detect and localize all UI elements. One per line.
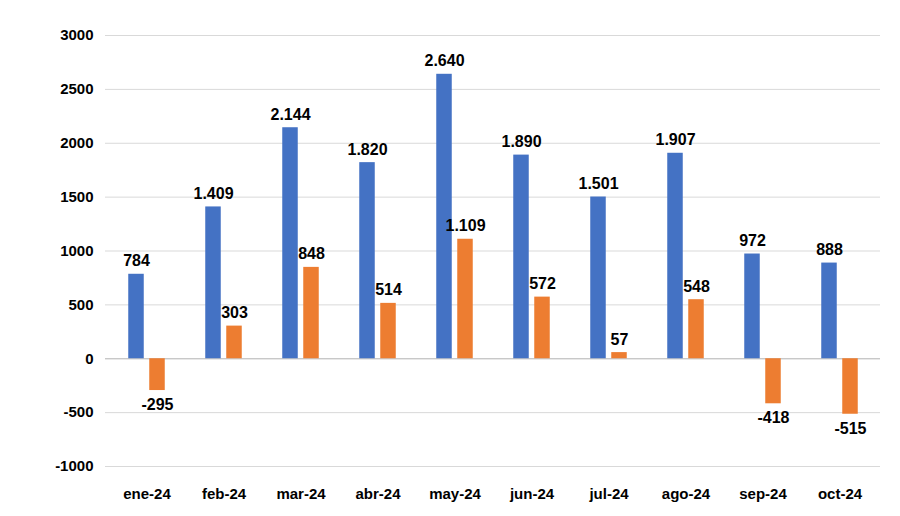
svg-text:1.890: 1.890: [501, 133, 541, 150]
svg-text:jun-24: jun-24: [509, 485, 555, 502]
svg-text:784: 784: [123, 252, 150, 269]
svg-text:-1000: -1000: [55, 457, 93, 474]
svg-text:mar-24: mar-24: [276, 485, 326, 502]
svg-text:1000: 1000: [60, 242, 93, 259]
svg-text:sep-24: sep-24: [739, 485, 787, 502]
svg-text:2000: 2000: [60, 134, 93, 151]
svg-text:1.409: 1.409: [193, 185, 233, 202]
svg-text:3000: 3000: [60, 26, 93, 43]
svg-text:ago-24: ago-24: [662, 485, 711, 502]
svg-text:972: 972: [739, 232, 766, 249]
svg-text:2500: 2500: [60, 80, 93, 97]
svg-text:-515: -515: [834, 420, 866, 437]
svg-text:-295: -295: [141, 396, 173, 413]
svg-text:514: 514: [375, 281, 402, 298]
svg-text:1.501: 1.501: [578, 175, 618, 192]
svg-text:572: 572: [529, 275, 556, 292]
svg-text:oct-24: oct-24: [818, 485, 863, 502]
svg-text:888: 888: [816, 241, 843, 258]
svg-text:57: 57: [611, 331, 629, 348]
svg-text:ene-24: ene-24: [123, 485, 171, 502]
svg-text:2.640: 2.640: [424, 52, 464, 69]
svg-text:1.907: 1.907: [655, 131, 695, 148]
svg-text:548: 548: [683, 278, 710, 295]
svg-text:may-24: may-24: [429, 485, 481, 502]
svg-text:500: 500: [68, 296, 93, 313]
svg-text:1.109: 1.109: [445, 217, 485, 234]
svg-text:1500: 1500: [60, 188, 93, 205]
svg-text:2.144: 2.144: [270, 106, 310, 123]
svg-text:0: 0: [85, 350, 93, 367]
svg-text:1.820: 1.820: [347, 141, 387, 158]
svg-text:303: 303: [221, 304, 248, 321]
svg-text:848: 848: [298, 245, 325, 262]
svg-text:-418: -418: [757, 409, 789, 426]
svg-text:feb-24: feb-24: [202, 485, 247, 502]
svg-text:jul-24: jul-24: [588, 485, 629, 502]
svg-text:abr-24: abr-24: [355, 485, 401, 502]
svg-text:-500: -500: [63, 403, 93, 420]
